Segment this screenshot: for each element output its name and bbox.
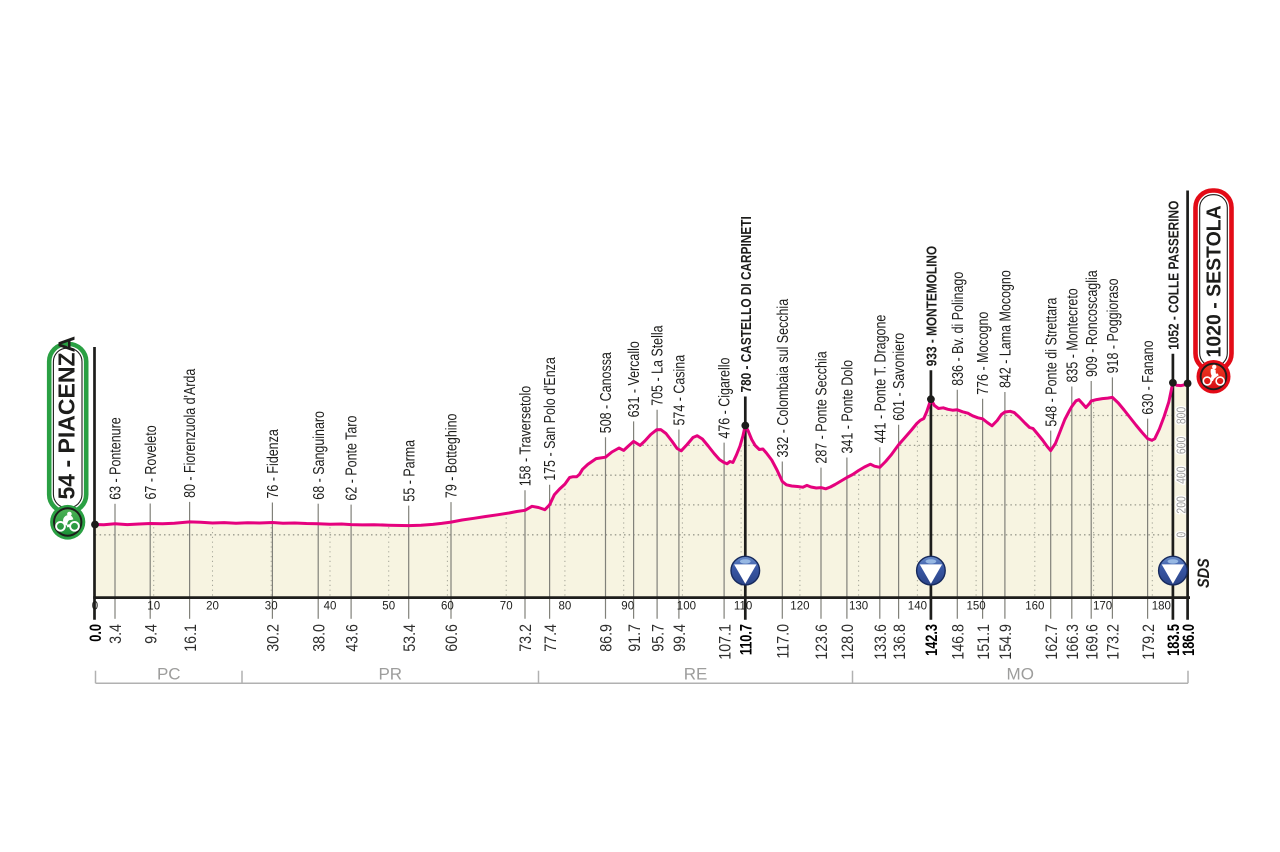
svg-text:60: 60: [441, 600, 454, 612]
svg-text:68 - Sanguinaro: 68 - Sanguinaro: [310, 411, 328, 500]
svg-text:40: 40: [324, 600, 337, 612]
svg-text:476 - Cigarello: 476 - Cigarello: [716, 358, 734, 439]
svg-text:0: 0: [1174, 532, 1188, 538]
svg-text:38.0: 38.0: [310, 624, 328, 652]
svg-text:MO: MO: [1007, 665, 1034, 684]
svg-text:107.1: 107.1: [716, 624, 734, 660]
svg-text:55 - Parma: 55 - Parma: [401, 440, 419, 502]
svg-text:183.5: 183.5: [1164, 624, 1183, 656]
svg-text:179.2: 179.2: [1140, 624, 1158, 660]
svg-text:842 - Lama Mocogno: 842 - Lama Mocogno: [997, 270, 1015, 388]
svg-text:90: 90: [621, 600, 634, 612]
svg-text:574 - Casina: 574 - Casina: [671, 355, 689, 426]
svg-text:1020 - SESTOLA: 1020 - SESTOLA: [1203, 205, 1226, 357]
svg-text:918 - Poggioraso: 918 - Poggioraso: [1105, 278, 1123, 373]
svg-text:400: 400: [1174, 466, 1188, 484]
svg-text:79 - Botteghino: 79 - Botteghino: [443, 414, 461, 499]
svg-text:180: 180: [1152, 600, 1171, 612]
svg-text:10: 10: [147, 600, 160, 612]
svg-text:158 - Traversetolo: 158 - Traversetolo: [517, 386, 535, 486]
svg-text:123.6: 123.6: [813, 624, 831, 660]
svg-text:1052 - COLLE PASSERINO: 1052 - COLLE PASSERINO: [1165, 201, 1182, 350]
svg-text:80 - Fiorenzuola d'Arda: 80 - Fiorenzuola d'Arda: [182, 369, 200, 498]
svg-text:835 - Montecreto: 835 - Montecreto: [1064, 288, 1082, 382]
svg-text:86.9: 86.9: [598, 624, 616, 652]
svg-text:3.4: 3.4: [107, 624, 125, 644]
svg-text:933 - MONTEMOLINO: 933 - MONTEMOLINO: [923, 246, 940, 366]
svg-text:100: 100: [677, 600, 696, 612]
svg-text:776 - Mocogno: 776 - Mocogno: [975, 312, 993, 395]
svg-text:60.6: 60.6: [443, 624, 461, 652]
svg-text:80: 80: [559, 600, 572, 612]
svg-text:287 - Ponte Secchia: 287 - Ponte Secchia: [813, 351, 831, 463]
svg-text:63 - Pontenure: 63 - Pontenure: [107, 417, 125, 499]
svg-text:95.7: 95.7: [649, 624, 667, 652]
svg-text:30: 30: [265, 600, 278, 612]
svg-text:601 - Savoniero: 601 - Savoniero: [891, 333, 909, 421]
svg-text:110.7: 110.7: [737, 624, 756, 655]
svg-text:110: 110: [734, 600, 752, 612]
svg-text:62 - Ponte Taro: 62 - Ponte Taro: [343, 416, 361, 501]
svg-text:16.1: 16.1: [182, 624, 200, 652]
svg-text:705 - La Stella: 705 - La Stella: [649, 325, 667, 405]
svg-text:175 - San Polo d'Enza: 175 - San Polo d'Enza: [542, 357, 560, 481]
svg-text:169.6: 169.6: [1083, 624, 1101, 660]
svg-text:548 - Ponte di Strettara: 548 - Ponte di Strettara: [1043, 298, 1061, 427]
svg-text:146.8: 146.8: [949, 624, 967, 660]
svg-text:441 - Ponte T. Dragone: 441 - Ponte T. Dragone: [872, 315, 890, 444]
svg-text:67 - Roveleto: 67 - Roveleto: [142, 425, 160, 499]
svg-text:800: 800: [1174, 406, 1188, 424]
svg-text:99.4: 99.4: [671, 624, 689, 652]
svg-text:140: 140: [908, 600, 927, 612]
svg-text:136.8: 136.8: [891, 624, 909, 660]
svg-text:166.3: 166.3: [1064, 624, 1082, 660]
svg-text:91.7: 91.7: [626, 624, 644, 652]
svg-text:332 - Colombaia sul Secchia: 332 - Colombaia sul Secchia: [775, 299, 793, 458]
svg-text:43.6: 43.6: [343, 624, 361, 652]
svg-text:630 - Fanano: 630 - Fanano: [1140, 340, 1158, 414]
svg-text:142.3: 142.3: [922, 624, 941, 656]
svg-text:53.4: 53.4: [401, 624, 419, 652]
svg-text:170: 170: [1093, 600, 1112, 612]
svg-text:PC: PC: [157, 665, 181, 684]
svg-text:162.7: 162.7: [1043, 624, 1061, 660]
svg-text:RE: RE: [684, 665, 708, 684]
svg-text:77.4: 77.4: [542, 624, 560, 652]
svg-text:9.4: 9.4: [142, 624, 160, 644]
svg-text:PR: PR: [378, 665, 402, 684]
svg-text:76 - Fidenza: 76 - Fidenza: [265, 429, 283, 498]
svg-text:130: 130: [849, 600, 868, 612]
svg-text:154.9: 154.9: [997, 624, 1015, 660]
svg-text:30.2: 30.2: [265, 624, 283, 652]
svg-text:200: 200: [1174, 496, 1188, 514]
svg-text:128.0: 128.0: [839, 624, 857, 660]
svg-text:133.6: 133.6: [872, 624, 890, 660]
svg-text:50: 50: [382, 600, 395, 612]
svg-text:20: 20: [206, 600, 219, 612]
svg-text:160: 160: [1025, 600, 1044, 612]
svg-text:836 - Bv. di Polinago: 836 - Bv. di Polinago: [950, 272, 968, 386]
svg-text:186.0: 186.0: [1179, 624, 1198, 656]
svg-text:54 - PIACENZA: 54 - PIACENZA: [53, 336, 79, 500]
svg-text:780 - CASTELLO DI CARPINETI: 780 - CASTELLO DI CARPINETI: [737, 216, 754, 392]
svg-text:600: 600: [1174, 436, 1188, 454]
svg-text:70: 70: [500, 600, 513, 612]
svg-text:150: 150: [967, 600, 986, 612]
svg-text:73.2: 73.2: [517, 624, 535, 652]
svg-text:117.0: 117.0: [774, 624, 792, 659]
svg-text:341 - Ponte Dolo: 341 - Ponte Dolo: [839, 360, 857, 454]
svg-text:508 - Canossa: 508 - Canossa: [598, 352, 616, 433]
svg-text:151.1: 151.1: [975, 624, 993, 660]
svg-text:0: 0: [92, 600, 98, 612]
svg-text:SDS: SDS: [1195, 558, 1213, 588]
svg-text:0.0: 0.0: [86, 624, 105, 642]
svg-text:120: 120: [790, 600, 809, 612]
svg-text:909 - Roncoscaglia: 909 - Roncoscaglia: [1083, 270, 1101, 377]
svg-text:631 - Vercallo: 631 - Vercallo: [626, 341, 644, 417]
svg-text:173.2: 173.2: [1105, 624, 1123, 660]
